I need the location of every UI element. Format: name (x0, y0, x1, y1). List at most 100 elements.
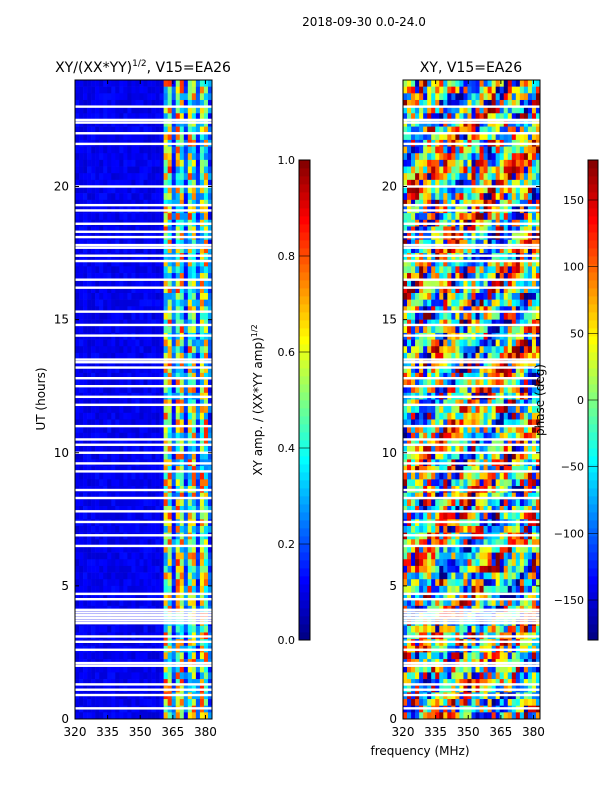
heatmap-cell (163, 412, 168, 420)
heatmap-cell (183, 93, 189, 101)
heatmap-cell (407, 279, 412, 287)
heatmap-cell (163, 166, 168, 174)
heatmap-cell (119, 179, 124, 187)
heatmap-cell (495, 279, 501, 287)
heatmap-cell (147, 512, 152, 520)
heatmap-cell (79, 406, 84, 414)
heatmap-cell (447, 366, 452, 374)
heatmap-cell (187, 439, 193, 447)
heatmap-cell (175, 286, 181, 294)
heatmap-cell (199, 126, 205, 134)
heatmap-cell (87, 592, 92, 600)
heatmap-cell (167, 293, 173, 300)
heatmap-cell (103, 299, 108, 307)
heatmap-cell (151, 106, 156, 114)
heatmap-cell (431, 339, 436, 347)
heatmap-cell (451, 166, 456, 174)
heatmap-cell (407, 312, 412, 320)
heatmap-cell (195, 299, 201, 307)
heatmap-cell (131, 572, 136, 580)
heatmap-cell (207, 266, 213, 274)
heatmap-cell (175, 585, 181, 593)
heatmap-cell (187, 173, 193, 181)
heatmap-cell (179, 479, 185, 487)
heatmap-cell (99, 559, 104, 567)
heatmap-cell (131, 406, 136, 414)
heatmap-cell (83, 466, 88, 474)
heatmap-cell (443, 346, 448, 354)
heatmap-cell (427, 339, 432, 347)
heatmap-cell (103, 193, 108, 201)
heatmap-cell (511, 306, 517, 314)
heatmap-cell (447, 319, 452, 327)
heatmap-cell (115, 179, 120, 187)
heatmap-cell (131, 306, 136, 314)
heatmap-cell (131, 346, 136, 354)
heatmap-cell (479, 339, 484, 347)
heatmap-cell (155, 226, 160, 234)
heatmap-cell (463, 306, 468, 314)
heatmap-cell (183, 386, 189, 394)
heatmap-cell (443, 179, 448, 187)
heatmap-cell (131, 386, 136, 394)
heatmap-cell (423, 346, 428, 354)
heatmap-cell (127, 446, 132, 454)
heatmap-cell (167, 439, 173, 447)
heatmap-cell (207, 525, 213, 533)
heatmap-cell (523, 372, 529, 380)
heatmap-cell (163, 712, 168, 720)
heatmap-cell (151, 126, 156, 134)
heatmap-cell (527, 99, 533, 107)
heatmap-cell (415, 213, 420, 221)
heatmap-cell (447, 159, 452, 167)
heatmap-cell (495, 246, 501, 254)
heatmap-cell (99, 299, 104, 307)
heatmap-cell (95, 339, 100, 347)
heatmap-cell (423, 366, 428, 374)
heatmap-cell (155, 499, 160, 507)
heatmap-cell (107, 545, 112, 553)
heatmap-cell (523, 133, 529, 141)
heatmap-cell (455, 326, 460, 334)
heatmap-cell (447, 372, 452, 380)
heatmap-cell (135, 559, 140, 567)
heatmap-cell (87, 506, 92, 513)
heatmap-cell (159, 159, 164, 167)
heatmap-cell (163, 193, 168, 201)
heatmap-cell (75, 512, 80, 520)
heatmap-cell (87, 326, 92, 334)
heatmap-cell (483, 366, 488, 374)
heatmap-cell (111, 599, 116, 607)
heatmap-cell (147, 299, 152, 307)
heatmap-cell (495, 80, 501, 87)
heatmap-cell (159, 446, 164, 454)
colorbar-tick-label: 0.6 (278, 346, 296, 359)
heatmap-cell (99, 372, 104, 380)
heatmap-cell (167, 625, 173, 633)
heatmap-cell (127, 552, 132, 560)
heatmap-cell (143, 432, 148, 440)
heatmap-cell (207, 319, 213, 327)
heatmap-cell (183, 286, 189, 294)
heatmap-cell (535, 366, 541, 374)
heatmap-cell (131, 259, 136, 267)
heatmap-cell (531, 179, 537, 187)
heatmap-cell (115, 106, 120, 114)
heatmap-cell (143, 539, 148, 547)
heatmap-cell (491, 246, 496, 254)
heatmap-cell (107, 113, 112, 121)
heatmap-cell (167, 565, 173, 573)
heatmap-cell (91, 372, 96, 380)
heatmap-cell (475, 226, 480, 234)
heatmap-cell (187, 665, 193, 673)
heatmap-cell (195, 126, 201, 134)
heatmap-cell (155, 199, 160, 207)
heatmap-cell (183, 679, 189, 687)
heatmap-cell (127, 652, 132, 660)
flagged-row (75, 621, 212, 625)
heatmap-cell (471, 326, 476, 334)
heatmap-cell (195, 419, 201, 427)
heatmap-cell (143, 199, 148, 207)
heatmap-cell (423, 312, 428, 320)
heatmap-cell (463, 80, 468, 87)
